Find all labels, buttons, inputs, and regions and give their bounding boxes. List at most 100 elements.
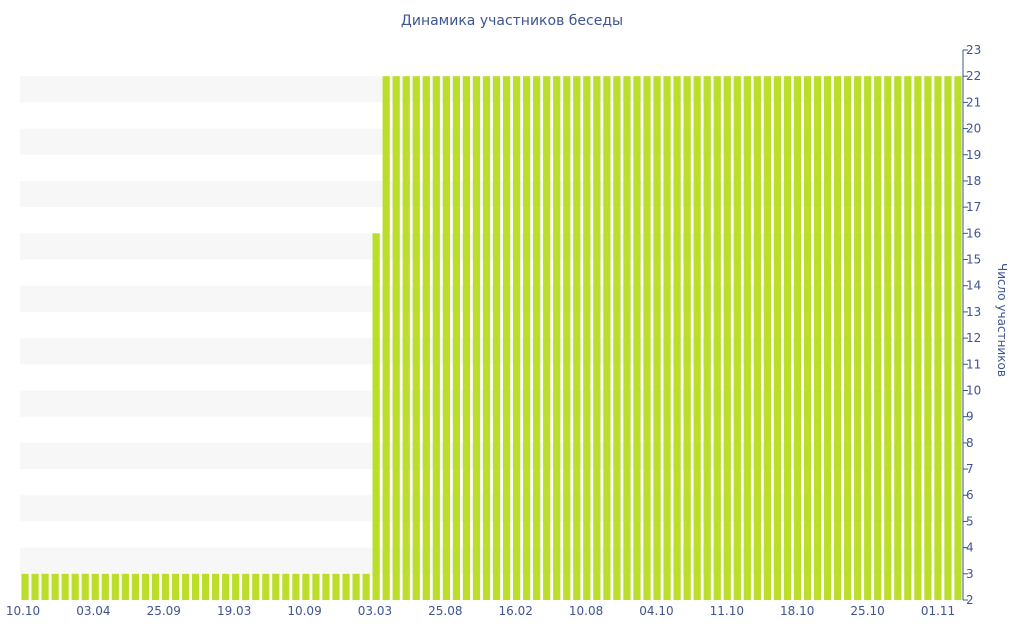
grid-band [20, 76, 963, 103]
y-tick-label: 14 [966, 279, 981, 293]
bar [533, 76, 541, 600]
bar [131, 573, 139, 600]
bar [773, 76, 782, 600]
y-tick-label: 4 [966, 541, 974, 555]
x-tick-label: 10.09 [287, 604, 321, 618]
bar [181, 573, 190, 600]
bar [292, 573, 300, 600]
grid-band [20, 547, 963, 574]
bar [643, 76, 651, 600]
bar [322, 573, 330, 600]
bar [954, 76, 962, 600]
bar [944, 76, 952, 600]
bar [713, 76, 721, 600]
bar [111, 573, 119, 600]
grid-band [20, 285, 963, 312]
bar [703, 76, 711, 600]
bar [462, 76, 471, 600]
bar [442, 76, 450, 600]
y-tick-label: 19 [966, 148, 981, 162]
bar [833, 76, 842, 600]
bar [161, 573, 170, 600]
x-tick-label: 01.11 [921, 604, 955, 618]
bar [432, 76, 440, 600]
y-tick-label: 12 [966, 331, 981, 345]
bar [743, 76, 751, 600]
bar [312, 573, 320, 600]
bar [242, 573, 250, 600]
chart-title: Динамика участников беседы [400, 13, 624, 29]
bar [141, 573, 150, 600]
y-tick-label: 21 [966, 95, 981, 109]
bar [492, 76, 501, 600]
bar [191, 573, 200, 600]
bar [623, 76, 631, 600]
bar [683, 76, 691, 600]
bar [402, 76, 410, 600]
bar [733, 76, 741, 600]
y-tick-label: 20 [966, 122, 981, 136]
bar [813, 76, 822, 600]
bar [844, 76, 852, 600]
x-tick-label: 25.09 [147, 604, 181, 618]
y-tick-label: 22 [966, 69, 981, 83]
bar [502, 76, 511, 600]
bar [693, 76, 701, 600]
bar [884, 76, 892, 600]
bar [81, 573, 89, 600]
bar [553, 76, 561, 600]
bar [342, 573, 350, 600]
bar [783, 76, 792, 600]
x-tick-label: 25.10 [850, 604, 884, 618]
y-tick-label: 3 [966, 567, 974, 581]
bar [412, 76, 420, 600]
bar [763, 76, 771, 600]
x-tick-label: 10.10 [6, 604, 40, 618]
bar [803, 76, 812, 600]
bar [51, 573, 59, 600]
bar [332, 573, 340, 600]
bar [262, 573, 270, 600]
bar [653, 76, 661, 600]
bar [673, 76, 681, 600]
bar [372, 233, 380, 601]
x-tick-label: 10.08 [569, 604, 603, 618]
bar [854, 76, 862, 600]
bar [482, 76, 491, 600]
bar [823, 76, 832, 600]
bar [663, 76, 671, 600]
bar [171, 573, 180, 600]
y-tick-label: 7 [966, 462, 974, 476]
bar [793, 76, 802, 600]
bar [31, 573, 39, 600]
bar [633, 76, 641, 600]
y-tick-label: 5 [966, 514, 974, 528]
y-tick-label: 10 [966, 383, 981, 397]
bar [573, 76, 581, 600]
y-tick-label: 23 [966, 43, 981, 57]
bar [91, 573, 99, 600]
y-tick-label: 17 [966, 200, 981, 214]
bar [452, 76, 460, 600]
bar [753, 76, 761, 600]
bar [252, 573, 260, 600]
bar [21, 573, 29, 600]
bar [382, 76, 390, 600]
bar [101, 573, 109, 600]
x-tick-label: 16.02 [499, 604, 533, 618]
x-tick-label: 19.03 [217, 604, 251, 618]
y-tick-label: 8 [966, 436, 974, 450]
y-tick-label: 2 [966, 593, 974, 607]
bar [201, 573, 210, 600]
bar [61, 573, 69, 600]
y-tick-label: 6 [966, 488, 974, 502]
bar [924, 76, 932, 600]
bar [613, 76, 621, 600]
y-tick-label: 11 [966, 357, 981, 371]
y-tick-label: 9 [966, 410, 974, 424]
bar [352, 573, 360, 600]
grid-band [20, 495, 963, 522]
bar [904, 76, 912, 600]
bar [543, 76, 551, 600]
